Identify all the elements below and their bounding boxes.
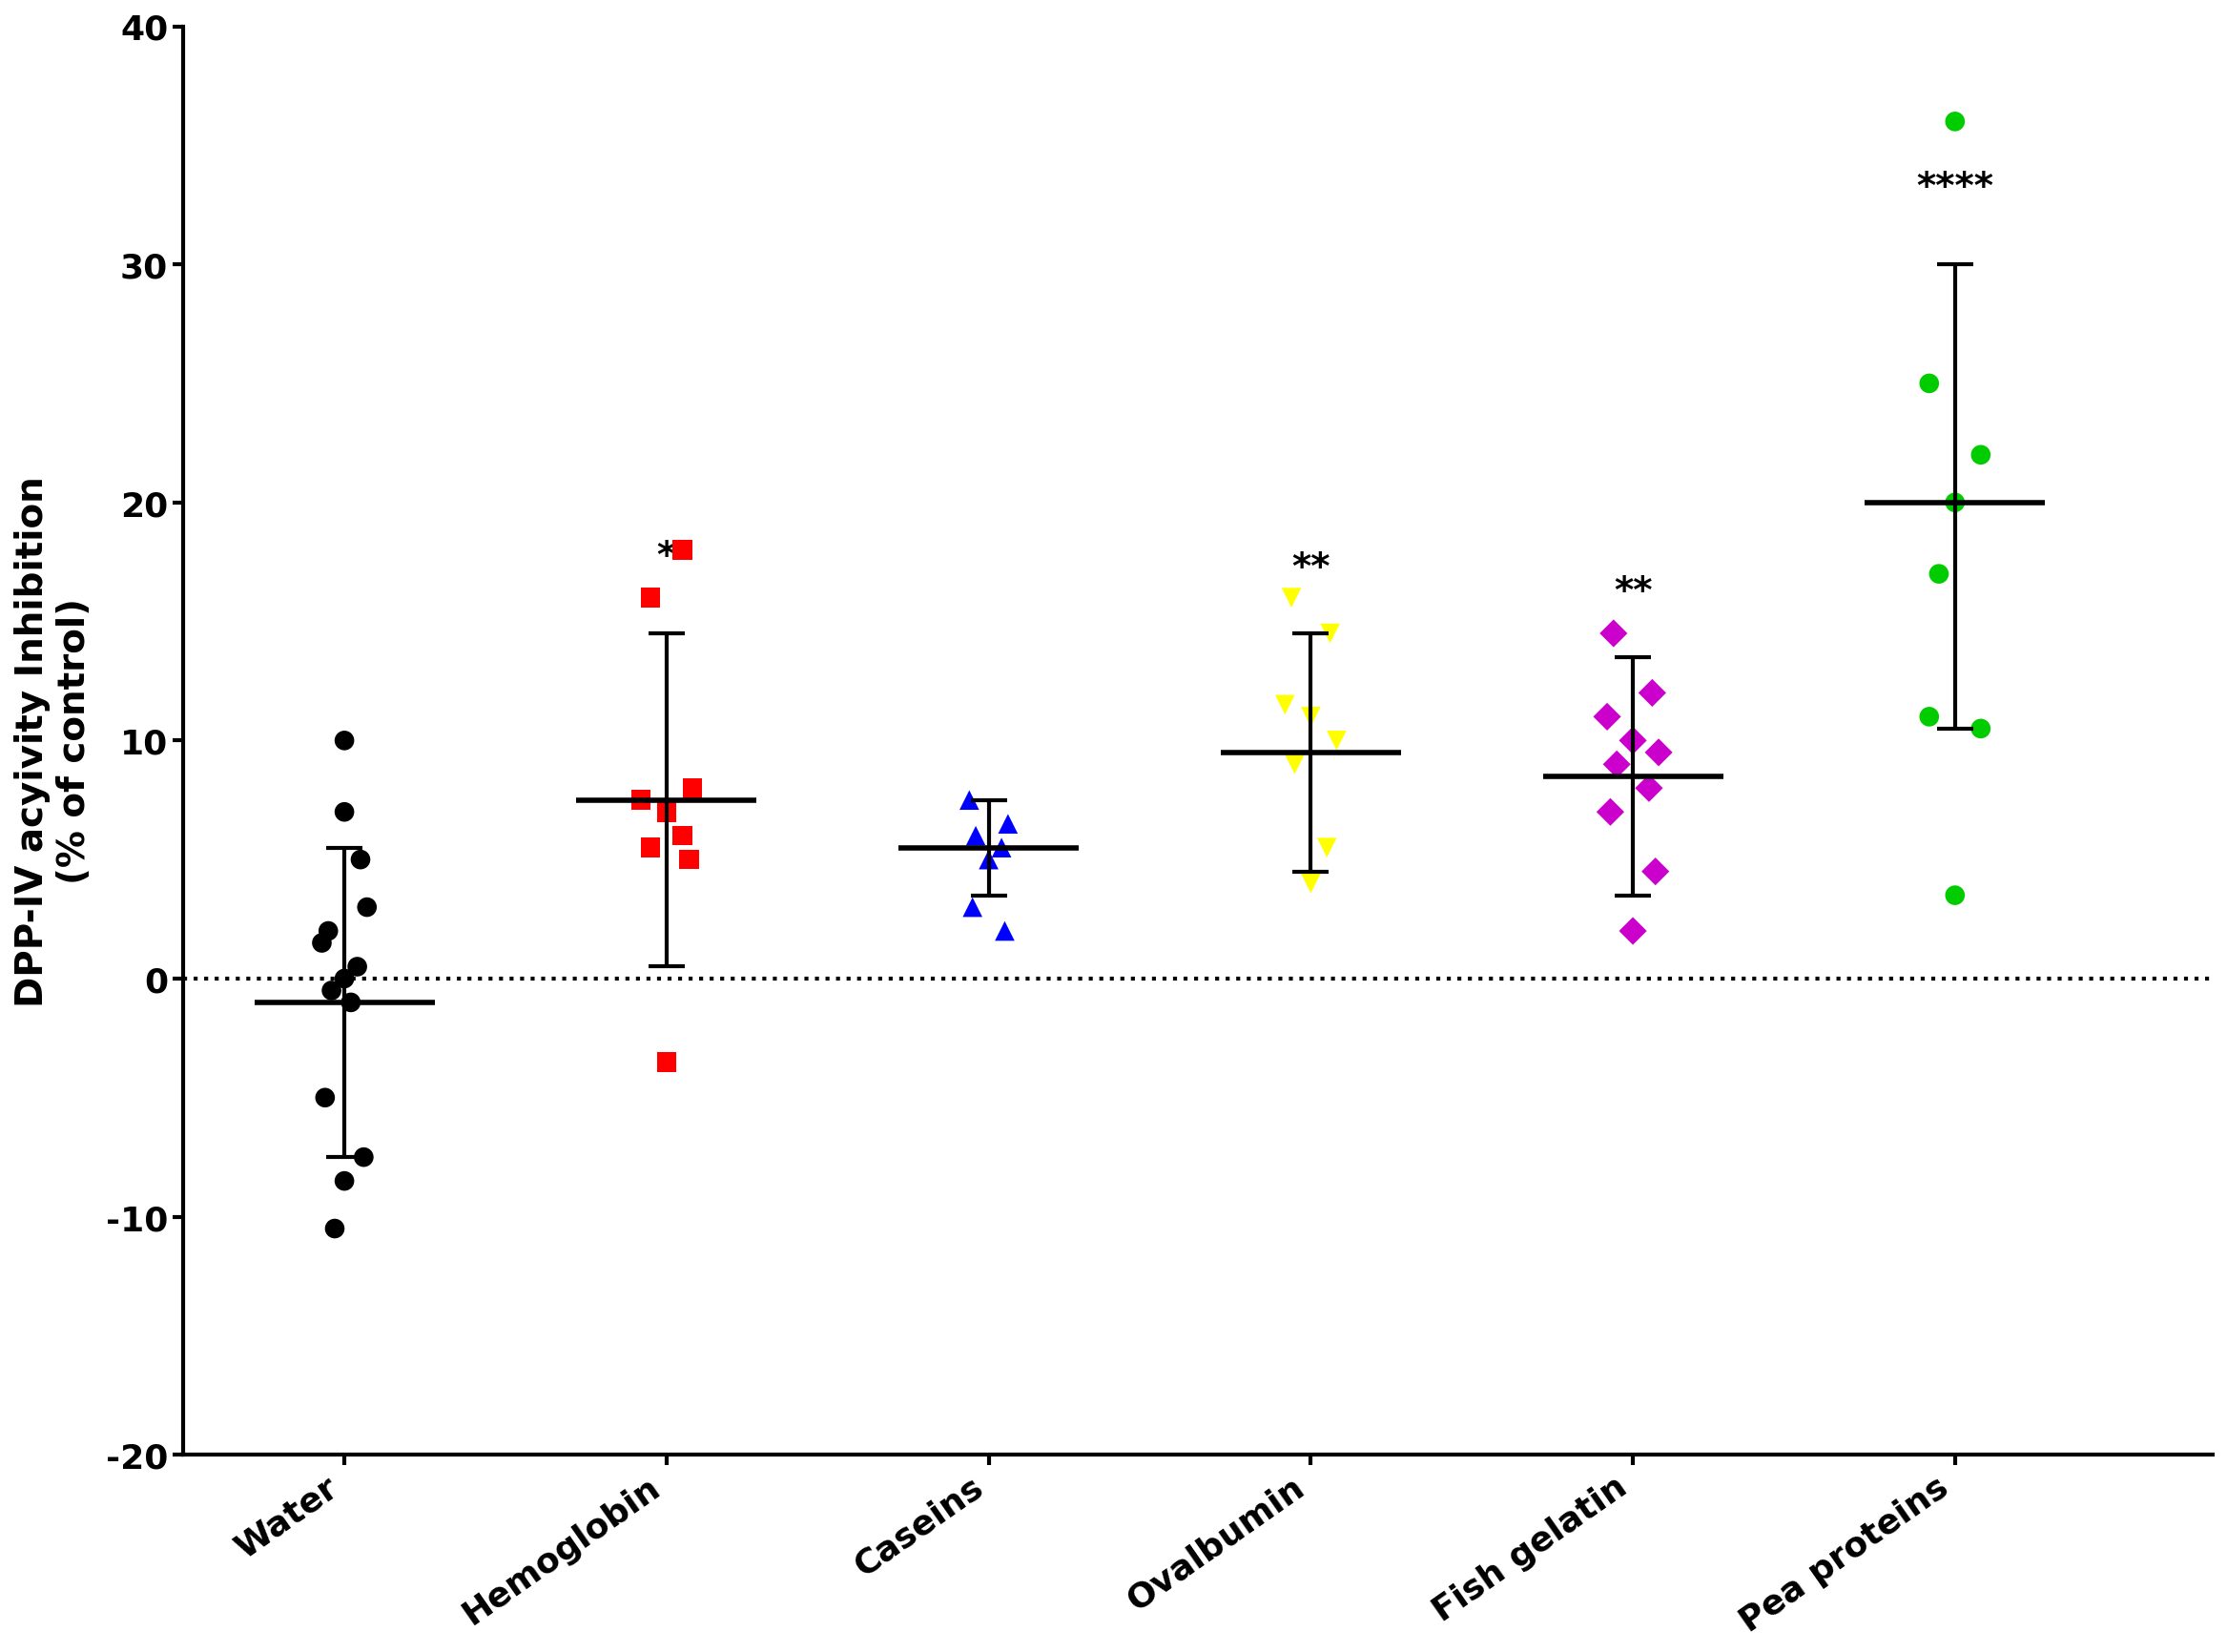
Point <box>1599 752 1635 778</box>
Point <box>1592 800 1628 826</box>
Point <box>1635 681 1670 707</box>
Point <box>1590 704 1626 730</box>
Point <box>951 788 987 814</box>
Point <box>1641 740 1677 767</box>
Point <box>314 978 350 1004</box>
Text: *: * <box>657 539 677 575</box>
Point <box>648 800 684 826</box>
Point <box>327 1168 363 1194</box>
Point <box>307 1085 343 1112</box>
Point <box>648 1049 684 1075</box>
Point <box>1267 692 1303 719</box>
Point <box>1276 752 1312 778</box>
Point <box>327 800 363 826</box>
Point <box>666 823 702 849</box>
Point <box>955 894 991 920</box>
Point <box>345 1145 381 1171</box>
Point <box>958 823 993 849</box>
Point <box>316 1216 352 1242</box>
Point <box>1615 729 1650 755</box>
Point <box>1637 859 1672 885</box>
Point <box>1937 882 1973 909</box>
Point <box>1937 491 1973 517</box>
Point <box>632 834 668 861</box>
Point <box>666 537 702 563</box>
Point <box>1597 621 1632 648</box>
Point <box>1318 729 1354 755</box>
Point <box>310 919 345 945</box>
Point <box>1615 919 1650 945</box>
Point <box>334 990 370 1016</box>
Point <box>350 894 385 920</box>
Text: ****: **** <box>1917 170 1993 205</box>
Point <box>971 847 1007 874</box>
Point <box>1294 704 1330 730</box>
Point <box>632 585 668 611</box>
Point <box>1962 443 1998 469</box>
Point <box>1630 775 1666 801</box>
Point <box>675 775 710 801</box>
Point <box>984 834 1020 861</box>
Point <box>343 847 379 874</box>
Point <box>1274 585 1309 611</box>
Y-axis label: DPP-IV acyivity Inhibition
(% of control): DPP-IV acyivity Inhibition (% of control… <box>13 476 94 1006</box>
Point <box>1312 621 1347 648</box>
Point <box>991 811 1027 838</box>
Point <box>1309 834 1345 861</box>
Point <box>1911 704 1946 730</box>
Point <box>1294 871 1330 897</box>
Point <box>327 966 363 993</box>
Point <box>327 729 363 755</box>
Point <box>624 788 659 814</box>
Point <box>339 953 374 980</box>
Point <box>1962 715 1998 742</box>
Point <box>305 930 341 957</box>
Point <box>987 919 1022 945</box>
Point <box>1911 372 1946 398</box>
Text: **: ** <box>1615 573 1652 610</box>
Point <box>670 847 706 874</box>
Point <box>1922 562 1958 588</box>
Text: **: ** <box>1292 550 1330 586</box>
Point <box>1937 109 1973 135</box>
